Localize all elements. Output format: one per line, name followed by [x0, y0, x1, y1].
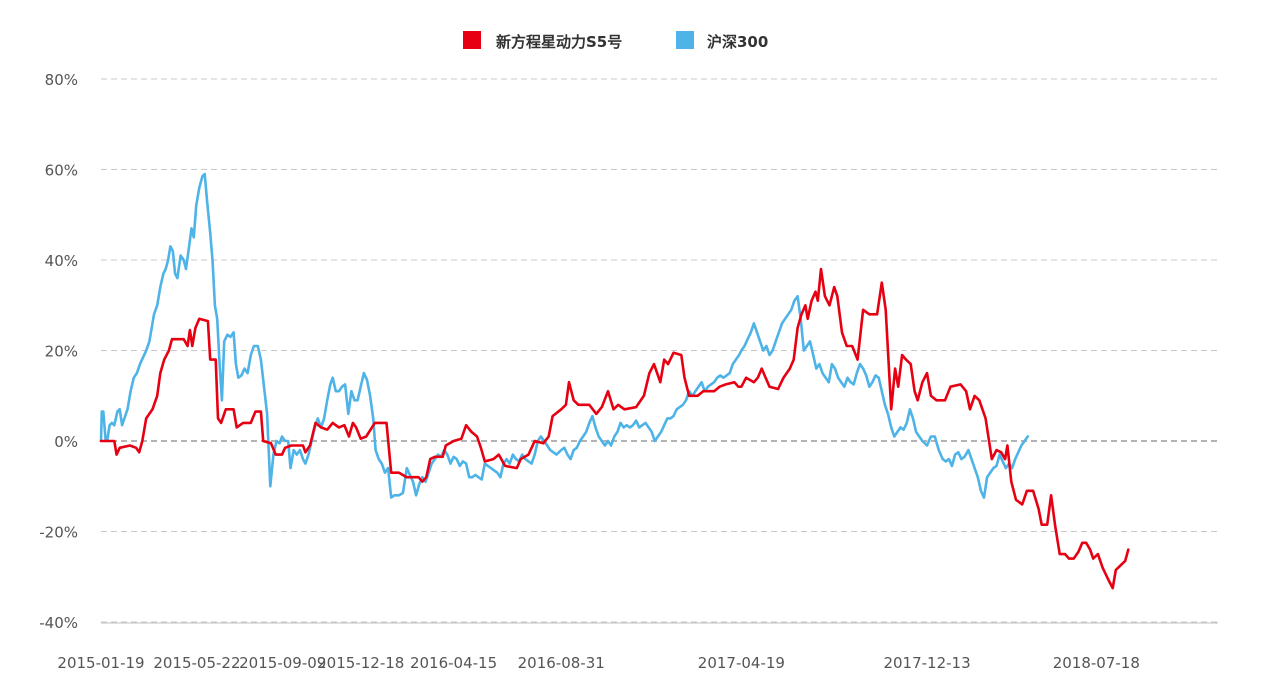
legend-swatch-s5[interactable] — [463, 31, 481, 49]
x-tick-label: 2015-09-09 — [239, 654, 326, 672]
x-tick-label: 2017-04-19 — [698, 654, 785, 672]
y-axis: 80% 60% 40% 20% 0% -20% -40% — [39, 71, 78, 632]
x-tick-label: 2018-07-18 — [1053, 654, 1140, 672]
legend-label-s5[interactable]: 新方程星动力S5号 — [496, 33, 622, 51]
x-tick-label: 2017-12-13 — [883, 654, 970, 672]
legend-swatch-hs300[interactable] — [676, 31, 694, 49]
x-tick-label: 2016-04-15 — [410, 654, 497, 672]
grid-layer — [101, 78, 1218, 624]
x-tick-label: 2016-08-31 — [518, 654, 605, 672]
y-tick-label: 60% — [45, 162, 78, 180]
series-line-s5[interactable] — [99, 267, 1130, 590]
y-tick-label: -20% — [39, 524, 78, 542]
y-tick-label: -40% — [39, 614, 78, 632]
y-tick-label: 0% — [54, 433, 78, 451]
y-tick-label: 20% — [45, 343, 78, 361]
legend-label-hs300[interactable]: 沪深300 — [707, 33, 768, 51]
x-tick-label: 2015-05-22 — [153, 654, 240, 672]
x-tick-label: 2015-01-19 — [57, 654, 144, 672]
series-line-hs300[interactable] — [99, 172, 1029, 499]
x-tick-label: 2015-12-18 — [317, 654, 404, 672]
x-axis: 2015-01-19 2015-05-222015-09-092015-12-18… — [57, 654, 1140, 672]
legend: 新方程星动力S5号 沪深300 — [463, 31, 768, 51]
y-tick-label: 80% — [45, 71, 78, 89]
series-layer — [99, 172, 1130, 590]
y-tick-label: 40% — [45, 252, 78, 270]
